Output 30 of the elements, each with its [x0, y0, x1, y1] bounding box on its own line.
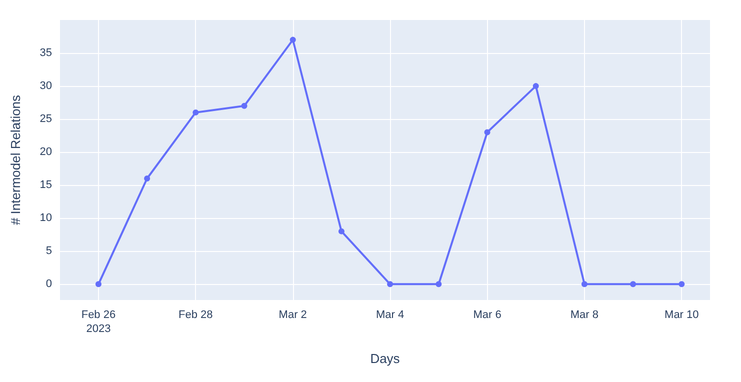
y-tick-label: 10	[40, 212, 52, 224]
x-tick-label: Mar 4	[376, 309, 404, 321]
y-tick-label: 20	[40, 146, 52, 158]
x-tick-label: Mar 8	[570, 309, 599, 321]
point	[630, 281, 636, 288]
x-axis-title: Days	[370, 351, 400, 366]
point	[95, 281, 102, 288]
y-tick-label: 35	[40, 47, 52, 60]
x-tick-label: Mar 10	[664, 309, 699, 321]
x-tick-label: Mar 2	[278, 309, 307, 321]
y-tick-label: 30	[40, 80, 52, 92]
point	[436, 281, 442, 288]
y-tick-label: 25	[40, 113, 52, 126]
y-tick-label: 0	[46, 278, 52, 290]
x-tick-label: Mar 6	[473, 309, 502, 321]
point	[581, 281, 588, 288]
point	[290, 36, 296, 43]
y-tick-label: 15	[40, 179, 52, 192]
point	[192, 109, 199, 116]
y-tick-label: 5	[46, 245, 52, 258]
x-tick-label: Feb 26 2023	[81, 309, 116, 335]
point	[484, 129, 490, 136]
point	[678, 281, 685, 288]
point	[144, 175, 150, 182]
point	[387, 281, 394, 288]
point	[338, 228, 344, 234]
point	[241, 102, 248, 109]
point	[532, 83, 539, 90]
y-axis-title: # Intermodel Relations	[8, 94, 23, 226]
x-tick-label: Feb 28	[178, 309, 213, 321]
